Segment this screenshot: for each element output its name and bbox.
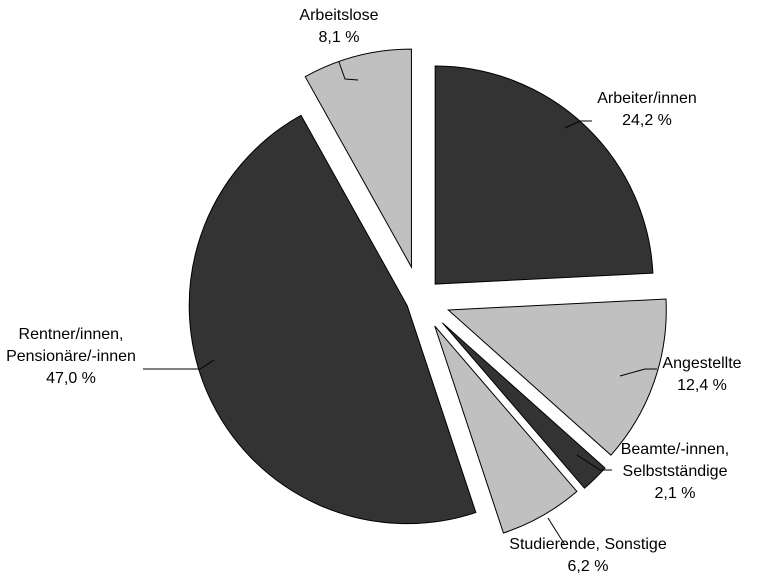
slice-value-label: 6,2 % (568, 558, 609, 575)
slice-label: Arbeitslose 8,1 % (299, 7, 378, 46)
label-leader-line (143, 359, 215, 370)
pie-slice (447, 298, 667, 456)
slice-category-label: Selbstständige (623, 463, 728, 480)
slice-value-label: 2,1 % (655, 485, 696, 502)
slices-group (188, 48, 667, 534)
slice-label: Angestellte 12,4 % (662, 355, 741, 394)
pie-slice (304, 48, 412, 270)
slice-value-label: 12,4 % (677, 377, 727, 394)
slice-category-label: Studierende, Sonstige (509, 536, 667, 553)
label-leader-line (547, 517, 566, 546)
labels-group: Arbeiter/innen 24,2 % Angestellte 12,4 % Bea… (6, 7, 742, 575)
pie-slice (434, 325, 578, 534)
label-leader-line (564, 120, 592, 129)
slice-category-label: Pensionäre/-innen (6, 348, 136, 365)
slice-label: Rentner/innen, Pensionäre/-innen 47,0 % (6, 326, 136, 387)
slice-category-label: Arbeitslose (299, 7, 378, 24)
label-leader-line (576, 454, 612, 471)
pie-slice (434, 65, 654, 285)
label-leader-line (338, 61, 359, 81)
slice-category-label: Arbeiter/innen (597, 90, 697, 107)
slice-value-label: 24,2 % (622, 112, 672, 129)
slice-label: Studierende, Sonstige 6,2 % (509, 536, 667, 575)
slice-category-label: Angestellte (662, 355, 741, 372)
slice-value-label: 47,0 % (46, 370, 96, 387)
slice-value-label: 8,1 % (319, 29, 360, 46)
label-leader-line (619, 368, 657, 377)
slice-category-label: Beamte/-innen, (621, 441, 730, 458)
slice-category-label: Rentner/innen, (19, 326, 124, 343)
pie-slice (188, 114, 477, 525)
slice-label: Arbeiter/innen 24,2 % (597, 90, 697, 129)
slice-label: Beamte/-innen, Selbstständige 2,1 % (621, 441, 730, 502)
pie-slice (442, 322, 606, 489)
